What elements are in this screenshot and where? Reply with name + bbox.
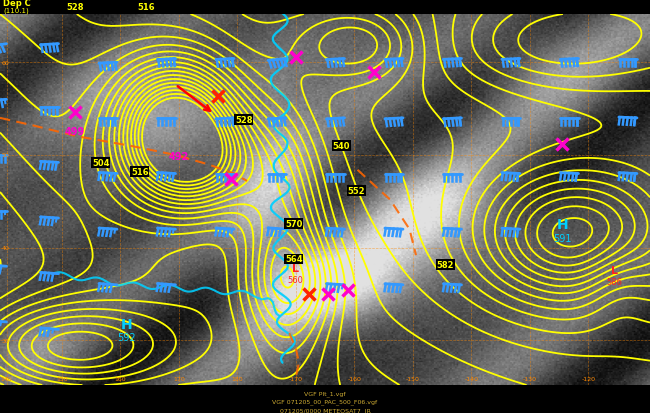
Text: -130: -130 — [523, 376, 537, 381]
Text: -120: -120 — [581, 376, 595, 381]
Text: 540: 540 — [333, 142, 350, 151]
Text: VGF Plt_1.vgf: VGF Plt_1.vgf — [304, 390, 346, 396]
Text: 516: 516 — [137, 3, 155, 12]
Text: 552: 552 — [347, 186, 365, 195]
Text: -170: -170 — [289, 376, 303, 381]
Text: 180: 180 — [231, 376, 243, 381]
Text: 582: 582 — [437, 260, 454, 269]
Text: H: H — [556, 217, 568, 231]
Text: 071205/0000 METEOSAT7  IR: 071205/0000 METEOSAT7 IR — [280, 407, 370, 412]
Text: 591: 591 — [553, 234, 571, 244]
Text: 160: 160 — [114, 376, 126, 381]
Text: VGF 071205_00_PAC_500_F06.vgf: VGF 071205_00_PAC_500_F06.vgf — [272, 399, 378, 404]
Text: L: L — [611, 265, 618, 275]
Text: -150: -150 — [406, 376, 420, 381]
Text: 504: 504 — [92, 159, 109, 168]
Text: 586: 586 — [606, 277, 622, 286]
Text: 528: 528 — [235, 116, 252, 125]
Text: (110.1): (110.1) — [3, 8, 29, 14]
Text: L: L — [292, 263, 298, 273]
Text: 50: 50 — [1, 153, 9, 158]
Text: Dep C: Dep C — [3, 0, 31, 8]
Text: 150: 150 — [56, 376, 68, 381]
Text: 560: 560 — [287, 275, 303, 284]
Text: H: H — [121, 317, 133, 331]
Text: -160: -160 — [347, 376, 361, 381]
Text: 570: 570 — [285, 220, 302, 228]
Text: 60: 60 — [1, 61, 9, 66]
Text: 30: 30 — [1, 338, 9, 343]
Text: 170: 170 — [173, 376, 185, 381]
Text: 528: 528 — [66, 3, 83, 12]
Text: -140: -140 — [464, 376, 478, 381]
Text: 40: 40 — [1, 246, 9, 251]
Text: 592: 592 — [118, 332, 136, 342]
Text: 564: 564 — [285, 255, 303, 264]
Text: 492: 492 — [168, 151, 189, 161]
Text: 516: 516 — [131, 168, 149, 177]
Text: 499: 499 — [64, 126, 85, 137]
Text: 140: 140 — [1, 376, 12, 381]
